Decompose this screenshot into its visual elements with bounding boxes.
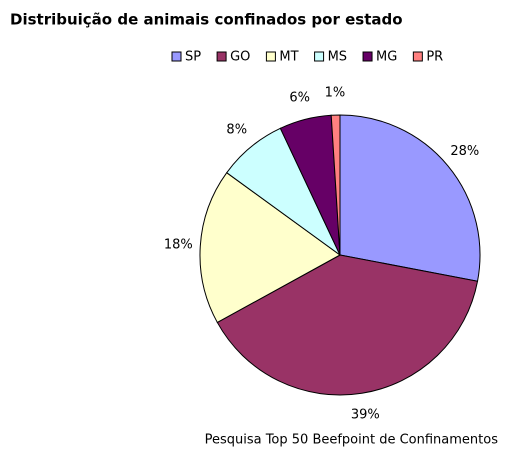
legend-swatch <box>362 51 373 62</box>
data-label: 39% <box>351 408 380 423</box>
source: Pesquisa Top 50 Beefpoint de Confinament… <box>205 433 499 448</box>
data-label: 28% <box>450 144 479 159</box>
legend-label: GO <box>230 50 250 65</box>
pie-slice <box>330 114 341 256</box>
legend-swatch <box>171 51 182 62</box>
legend-label: SP <box>185 50 201 65</box>
legend-label: PR <box>426 50 443 65</box>
legend-swatch <box>412 51 423 62</box>
legend-label: MG <box>376 50 397 65</box>
legend-label: MS <box>328 50 347 65</box>
chart-title: Distribuição de animais confinados por e… <box>10 11 403 29</box>
legend-swatch <box>216 51 227 62</box>
legend-swatch <box>265 51 276 62</box>
data-label: 1% <box>325 86 346 101</box>
pie-slice <box>216 254 479 396</box>
pie-slice <box>199 172 341 324</box>
data-label: 6% <box>289 91 310 106</box>
legend-swatch <box>314 51 325 62</box>
pie-slice <box>339 114 481 282</box>
data-label: 18% <box>164 237 193 252</box>
data-label: 8% <box>226 123 247 138</box>
legend-label: MT <box>279 50 298 65</box>
